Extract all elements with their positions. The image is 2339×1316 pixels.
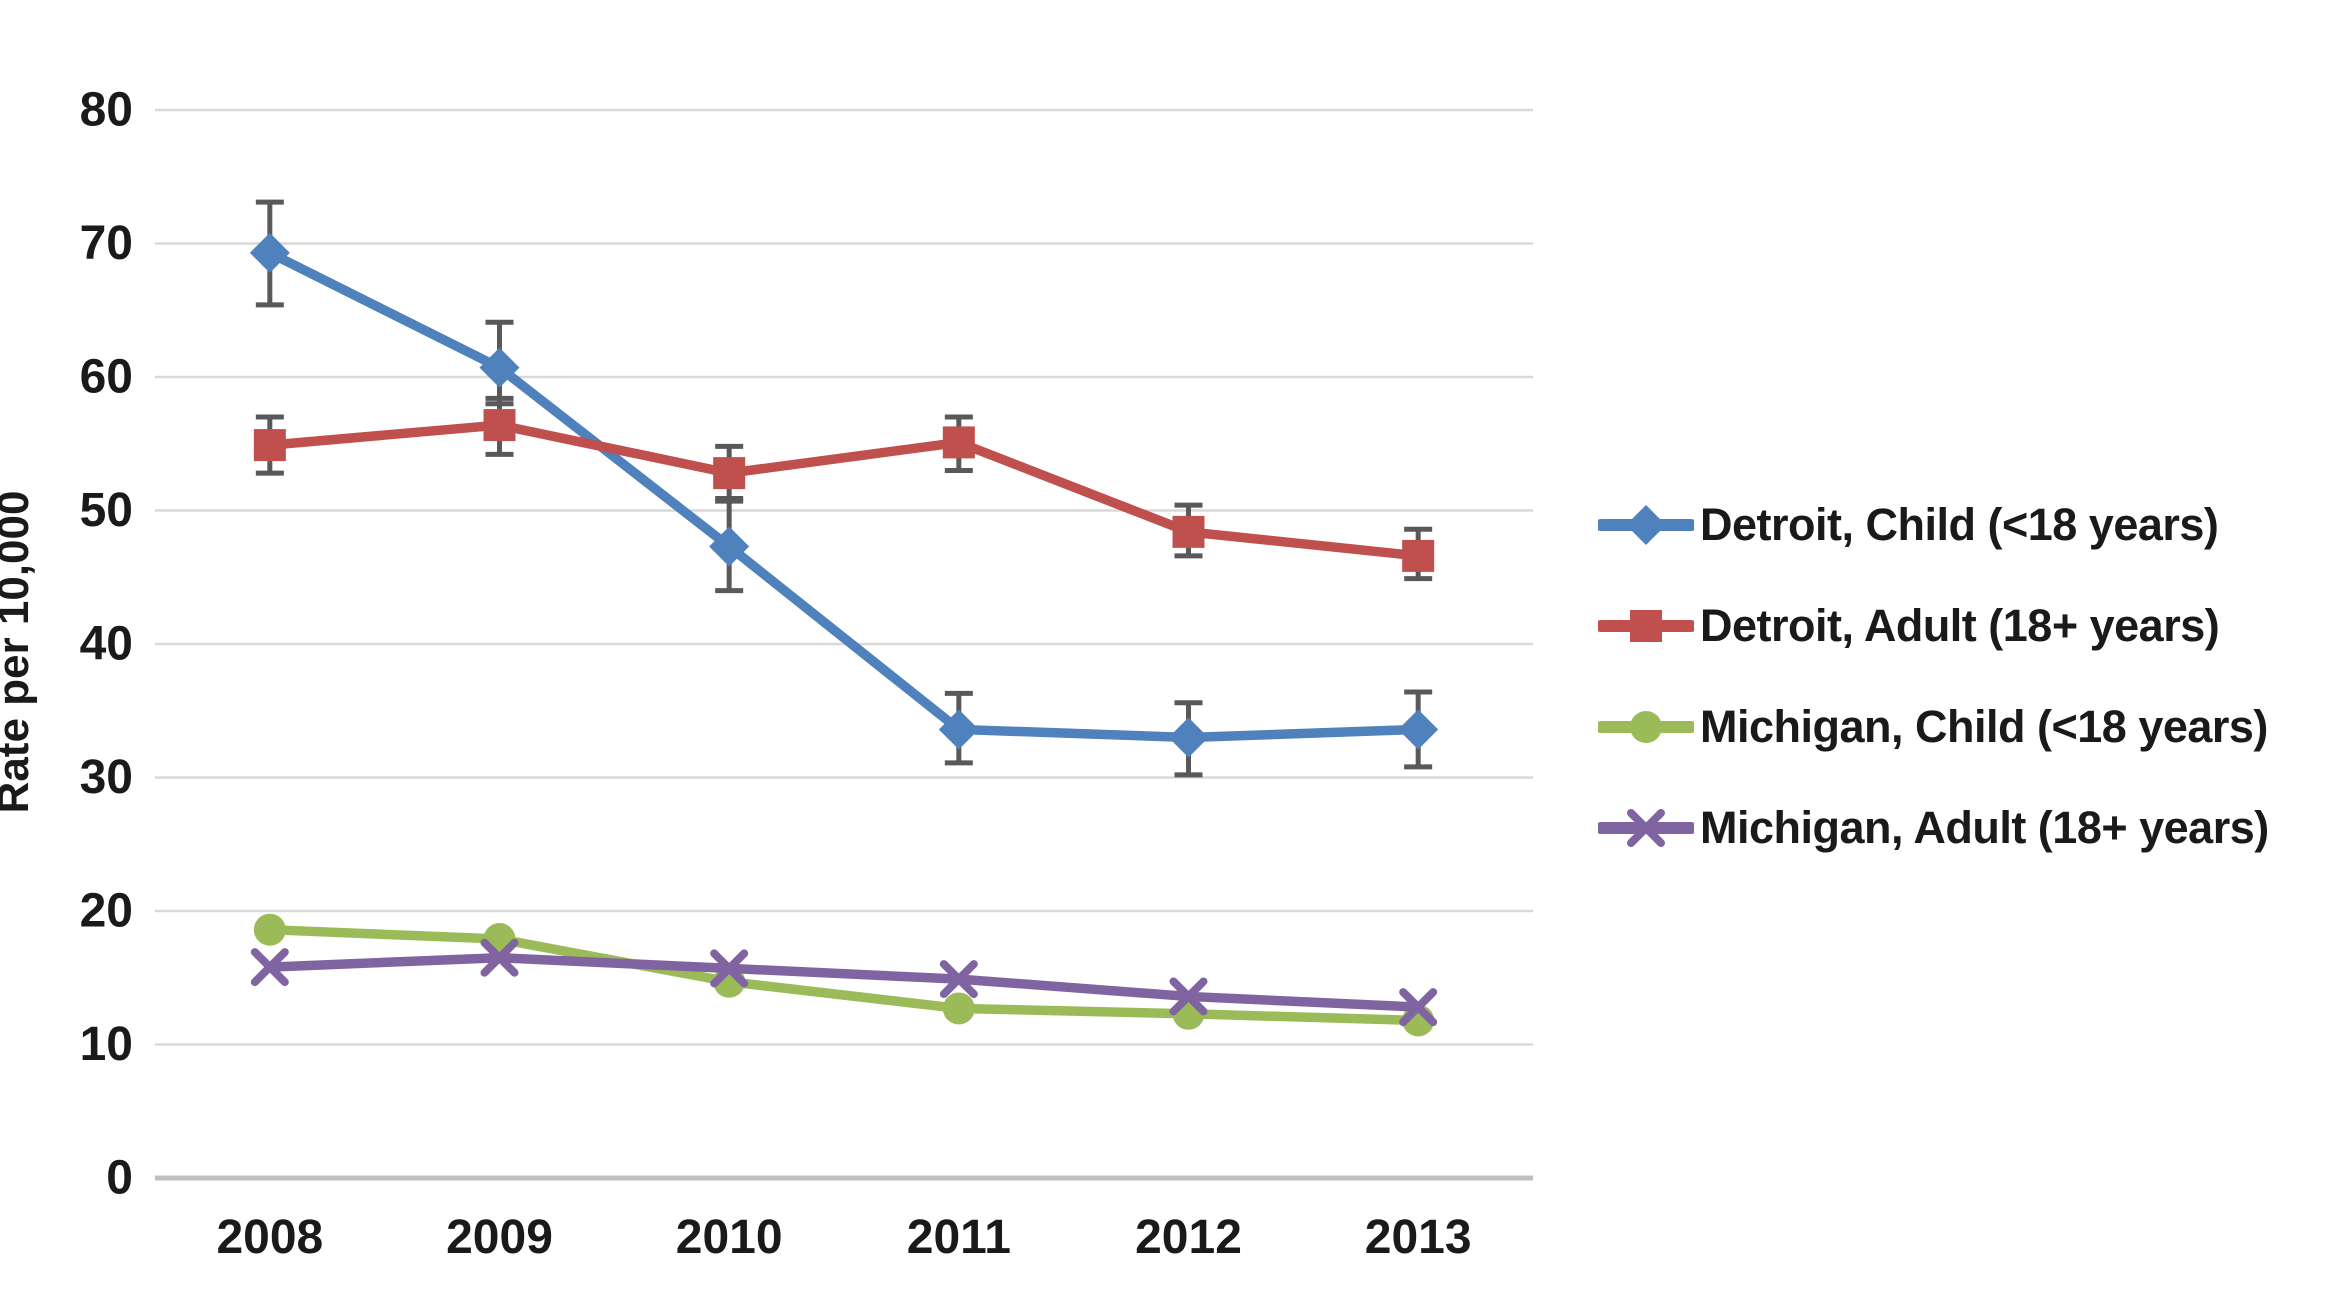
marker-circle (253, 913, 286, 946)
marker-circle (1630, 711, 1662, 743)
x-tick-label: 2008 (216, 1211, 323, 1264)
marker-x (1399, 988, 1438, 1027)
marker-x (480, 938, 519, 977)
marker-square (483, 409, 516, 442)
legend-item: Michigan, Adult (18+ years) (1598, 802, 2269, 853)
marker-diamond (1168, 717, 1209, 758)
series-line (265, 248, 1423, 743)
y-tick-label: 50 (80, 484, 133, 537)
y-tick-label: 20 (80, 885, 133, 938)
y-tick-label: 80 (80, 84, 133, 137)
x-tick-label: 2009 (446, 1211, 553, 1264)
x-tick-label: 2013 (1365, 1211, 1472, 1264)
marker-square (713, 457, 746, 490)
marker-square (1402, 539, 1435, 572)
series-diamond (249, 199, 1439, 778)
marker-square (253, 429, 286, 462)
marker-x (1627, 809, 1665, 847)
y-tick-label: 30 (80, 751, 133, 804)
marker-x (710, 949, 749, 988)
series-line (265, 924, 1423, 1026)
marker-x (250, 948, 289, 987)
x-tick-label: 2012 (1135, 1211, 1242, 1264)
legend-item: Detroit, Adult (18+ years) (1598, 600, 2269, 651)
legend-label: Michigan, Adult (18+ years) (1700, 802, 2269, 853)
marker-diamond (479, 347, 520, 388)
legend-marker-square-icon (1598, 610, 1694, 642)
series-line (265, 952, 1423, 1012)
series-x (250, 938, 1438, 1027)
y-tick-label: 70 (80, 217, 133, 270)
legend-label: Michigan, Child (<18 years) (1700, 701, 2268, 752)
marker-square (1172, 515, 1205, 548)
series-line (265, 420, 1423, 561)
chart-legend: Detroit, Child (<18 years) Detroit, Adult… (1598, 499, 2269, 907)
marker-circle (942, 992, 975, 1025)
marker-diamond (1626, 505, 1666, 545)
marker-diamond (1398, 709, 1439, 750)
legend-marker-x-icon (1598, 809, 1694, 847)
series-square (253, 395, 1435, 582)
legend-item: Michigan, Child (<18 years) (1598, 701, 2269, 752)
marker-square (1630, 610, 1662, 642)
marker-x (939, 960, 978, 999)
legend-label: Detroit, Child (<18 years) (1700, 499, 2219, 550)
marker-square (942, 426, 975, 459)
legend-item: Detroit, Child (<18 years) (1598, 499, 2269, 550)
x-tick-label: 2011 (907, 1211, 1011, 1264)
marker-diamond (709, 526, 750, 567)
marker-diamond (938, 709, 979, 750)
legend-marker-circle-icon (1598, 711, 1694, 743)
y-tick-label: 60 (80, 351, 133, 404)
marker-x (1169, 977, 1208, 1016)
x-tick-label: 2010 (676, 1211, 783, 1264)
y-tick-label: 40 (80, 618, 133, 671)
series-circle (253, 913, 1435, 1037)
marker-diamond (249, 232, 290, 273)
legend-marker-diamond-icon (1598, 505, 1694, 545)
y-tick-label: 10 (80, 1018, 133, 1071)
legend-label: Detroit, Adult (18+ years) (1700, 600, 2220, 651)
y-tick-label: 0 (106, 1152, 133, 1205)
